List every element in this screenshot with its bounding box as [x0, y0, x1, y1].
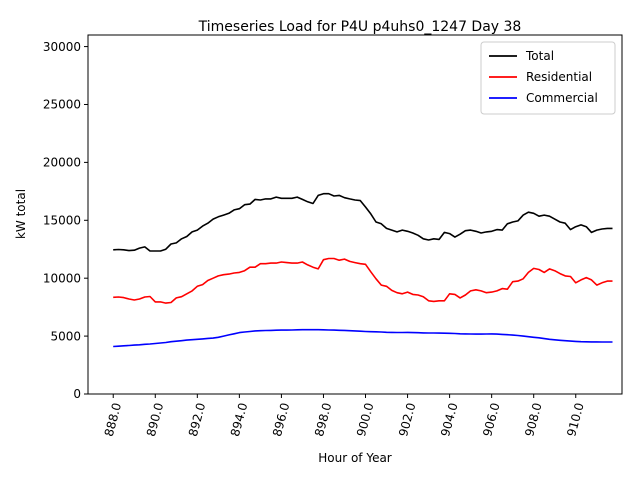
y-tick-label: 30000	[43, 40, 81, 54]
chart-title: Timeseries Load for P4U p4uhs0_1247 Day …	[198, 19, 522, 35]
y-axis: 0 5000 10000 15000 20000 25000 30000	[43, 40, 88, 401]
y-tick-label: 15000	[43, 213, 81, 227]
legend-label-total: Total	[525, 49, 554, 63]
legend-entries: Total Residential Commercial	[489, 49, 598, 105]
plot-frame	[87, 34, 623, 395]
y-tick-label: 20000	[43, 156, 81, 170]
y-tick-label: 10000	[43, 271, 81, 285]
series-line-total	[113, 192, 613, 252]
legend-label-residential: Residential	[526, 70, 592, 84]
y-axis-label: kW total	[14, 189, 28, 239]
y-tick-label: 5000	[50, 329, 81, 343]
series-line-residential	[113, 257, 613, 304]
legend-label-commercial: Commercial	[526, 91, 598, 105]
series-line-commercial	[113, 328, 613, 348]
legend: Total Residential Commercial	[480, 41, 616, 115]
series-layer	[113, 192, 613, 348]
x-axis-label: Hour of Year	[318, 451, 392, 465]
y-tick-label: 25000	[43, 98, 81, 112]
legend-box	[480, 41, 616, 115]
y-tick-label: 0	[73, 387, 81, 401]
